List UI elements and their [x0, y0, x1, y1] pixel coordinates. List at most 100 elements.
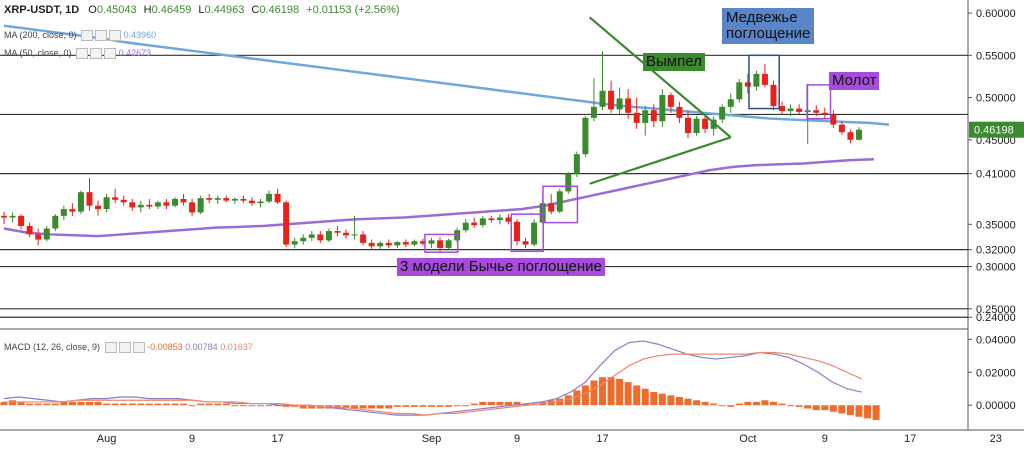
candle: [69, 203, 76, 216]
macd-histogram-bar: [453, 405, 461, 407]
candle-body: [736, 82, 743, 100]
candle-body: [180, 198, 187, 203]
pennant-lower-line: [589, 136, 732, 185]
macd-histogram-bar: [821, 405, 829, 411]
time-axis-label: Oct: [739, 433, 756, 445]
candle: [744, 73, 751, 94]
candle-body: [676, 106, 683, 118]
price-axis-label: 0.45000: [976, 135, 1016, 147]
macd-histogram-bar: [812, 405, 820, 411]
settings-icon[interactable]: [118, 342, 131, 354]
ohlc-l-value: 0.44963: [204, 4, 245, 16]
candle-body: [334, 231, 341, 233]
candle: [240, 195, 247, 204]
bear-engulfing-line1: Медвежье: [726, 9, 798, 26]
candle-body: [659, 95, 666, 122]
candle: [77, 190, 84, 215]
ohlc-h-value: 0.46459: [151, 4, 192, 16]
candle-body: [573, 154, 580, 174]
candle: [702, 114, 709, 134]
bear-engulfing-box: [748, 54, 780, 110]
visibility-icon[interactable]: [76, 48, 89, 60]
macd-histogram-bar: [257, 405, 264, 407]
settings-icon[interactable]: [95, 30, 108, 42]
macd-histogram-bar: [291, 405, 299, 407]
candle-body: [385, 242, 392, 246]
candle: [308, 231, 315, 242]
candle-body: [650, 110, 657, 122]
bull-engulfing-box-1: [424, 233, 459, 253]
macd-histogram-bar: [522, 403, 530, 406]
macd-histogram-bar: [641, 388, 649, 406]
candle-body: [77, 192, 84, 212]
visibility-icon[interactable]: [104, 342, 117, 354]
close-icon[interactable]: [132, 342, 145, 354]
macd-histogram-bar: [171, 403, 179, 406]
close-icon[interactable]: [109, 30, 122, 42]
macd-histogram-bar: [658, 393, 666, 406]
candle-body: [727, 99, 734, 107]
candle-body: [9, 215, 16, 218]
macd-histogram-bar: [462, 405, 470, 407]
candle-body: [95, 205, 102, 210]
macd-histogram-bar: [787, 405, 795, 407]
candle-body: [582, 117, 589, 155]
candle-body: [590, 106, 597, 118]
candle-body: [377, 242, 384, 247]
bull-engulfing-box-3: [542, 185, 579, 224]
candle-body: [52, 215, 59, 229]
candle-body: [283, 202, 290, 245]
macd-histogram-bar: [718, 405, 726, 407]
candle-body: [770, 84, 777, 107]
candle: [317, 231, 324, 243]
candle: [488, 215, 495, 223]
time-axis-label: 17: [904, 433, 916, 445]
macd-histogram-bar: [735, 403, 743, 406]
ma200-label[interactable]: MA (200, close, 0): [4, 30, 77, 40]
visibility-icon[interactable]: [81, 30, 94, 42]
settings-icon[interactable]: [90, 48, 103, 60]
macd-histogram-bar: [342, 405, 350, 409]
macd-histogram-bar: [299, 405, 307, 409]
macd-histogram-bar: [359, 405, 367, 409]
candle: [693, 116, 700, 136]
candle-body: [248, 200, 255, 204]
candle: [565, 171, 572, 194]
candle: [214, 195, 221, 205]
candle-body: [830, 114, 837, 125]
candle: [736, 78, 743, 103]
price-axis-label: 0.32000: [976, 245, 1016, 257]
candle-body: [608, 90, 615, 110]
ma50-label[interactable]: MA (50, close, 0): [4, 48, 72, 58]
bull-engulfing-annotation: 3 модели Бычье поглощение: [397, 258, 605, 276]
macd-histogram-bar: [77, 401, 85, 406]
close-icon[interactable]: [104, 48, 117, 60]
ma200-legend: MA (200, close, 0) 0.43960: [4, 30, 156, 42]
macd-label[interactable]: MACD (12, 26, close, 9): [4, 342, 101, 352]
macd-histogram-bar: [838, 405, 846, 414]
candle-body: [531, 222, 538, 245]
macd-histogram-bar: [633, 385, 641, 406]
macd-histogram-bar: [51, 403, 59, 406]
macd-histogram-bar: [744, 401, 752, 406]
candle: [257, 198, 264, 208]
candle: [710, 116, 717, 136]
candle-body: [69, 209, 76, 212]
candle: [163, 198, 170, 210]
macd-histogram-bar: [162, 403, 170, 406]
candle-body: [437, 240, 444, 248]
symbol-label[interactable]: XRP-USDT, 1D: [4, 4, 80, 16]
macd-histogram-bar: [34, 403, 42, 406]
candle: [385, 239, 392, 248]
macd-histogram-bar: [145, 403, 153, 406]
price-axis-label: 0.24000: [976, 312, 1016, 324]
macd-histogram-bar: [368, 405, 376, 409]
macd-histogram-bar: [616, 378, 624, 406]
candle: [556, 188, 563, 214]
macd-histogram-bar: [274, 405, 282, 407]
candle: [419, 238, 426, 246]
candle-body: [18, 215, 25, 226]
candle-body: [856, 129, 862, 140]
candle-body: [702, 118, 709, 129]
